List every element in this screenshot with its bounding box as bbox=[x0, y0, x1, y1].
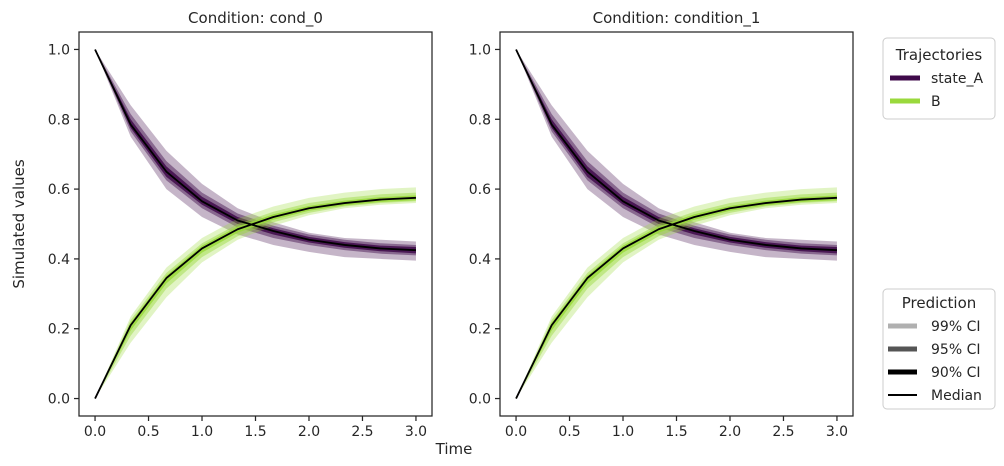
x-tick-label: 1.0 bbox=[191, 424, 213, 440]
x-tick-label: 0.5 bbox=[137, 424, 159, 440]
x-tick-label: 2.0 bbox=[719, 424, 741, 440]
y-tick-label: 1.0 bbox=[48, 42, 70, 58]
x-tick-label: 1.5 bbox=[244, 424, 266, 440]
y-tick-label: 0.4 bbox=[469, 252, 491, 268]
median-line-b bbox=[94, 196, 416, 399]
x-tick-label: 0.0 bbox=[84, 424, 106, 440]
band-ci99-state-a bbox=[516, 49, 837, 261]
x-tick-label: 0.0 bbox=[505, 424, 527, 440]
y-tick-label: 0.2 bbox=[469, 322, 491, 338]
y-tick-label: 0.0 bbox=[48, 392, 70, 408]
x-tick-label: 1.5 bbox=[665, 424, 687, 440]
x-tick-label: 1.0 bbox=[612, 424, 634, 440]
legend-label-b: B bbox=[931, 94, 941, 110]
legend-label-median: Median bbox=[931, 388, 982, 404]
band-ci99-b bbox=[95, 187, 416, 399]
x-tick-label: 3.0 bbox=[826, 424, 848, 440]
x-tick-label: 2.5 bbox=[351, 424, 373, 440]
plot-area bbox=[94, 49, 416, 399]
legend-trajectories: Trajectories state_A B bbox=[882, 37, 996, 120]
x-tick-label: 0.5 bbox=[558, 424, 580, 440]
panel-title: Condition: cond_0 bbox=[188, 9, 323, 28]
x-tick-label: 2.0 bbox=[298, 424, 320, 440]
legend-title: Trajectories bbox=[895, 46, 983, 64]
median-line-state-a bbox=[515, 49, 837, 252]
legend-label-ci99: 99% CI bbox=[931, 319, 980, 335]
panel-0: Condition: cond_0 0.0 0.5 1.0 1.5 2.0 2.5 3.0 0.… bbox=[48, 9, 433, 440]
band-ci95-state-a bbox=[516, 49, 837, 256]
plot-area bbox=[515, 49, 837, 399]
y-tick-label: 0.8 bbox=[469, 112, 491, 128]
x-tick-label: 3.0 bbox=[405, 424, 427, 440]
band-ci99-b bbox=[516, 187, 837, 399]
y-tick-label: 0.0 bbox=[469, 392, 491, 408]
panel-title: Condition: condition_1 bbox=[593, 9, 761, 28]
y-axis-label: Simulated values bbox=[10, 159, 28, 289]
legend-title: Prediction bbox=[902, 294, 977, 312]
median-line-state-a bbox=[94, 49, 416, 252]
panels: Condition: cond_0 0.0 0.5 1.0 1.5 2.0 2.5 3.0 0.… bbox=[48, 9, 854, 440]
band-ci99-state-a bbox=[95, 49, 416, 261]
y-tick-label: 1.0 bbox=[469, 42, 491, 58]
y-tick-label: 0.4 bbox=[48, 252, 70, 268]
y-tick-label: 0.2 bbox=[48, 322, 70, 338]
x-tick-label: 2.5 bbox=[772, 424, 794, 440]
median-line-b bbox=[515, 196, 837, 399]
legend-label-state-a: state_A bbox=[931, 71, 983, 87]
band-ci95-b bbox=[95, 192, 416, 399]
legend-label-ci90: 90% CI bbox=[931, 365, 980, 381]
panel-1: Condition: condition_1 0.0 0.5 1.0 1.5 2.0 2.5… bbox=[469, 9, 854, 440]
legend-prediction: Prediction 99% CI 95% CI 90% CI Median bbox=[882, 288, 996, 410]
band-ci95-state-a bbox=[95, 49, 416, 256]
band-ci95-b bbox=[516, 192, 837, 399]
x-axis-label: Time bbox=[435, 440, 473, 458]
y-tick-label: 0.6 bbox=[469, 182, 491, 198]
y-tick-label: 0.8 bbox=[48, 112, 70, 128]
y-tick-label: 0.6 bbox=[48, 182, 70, 198]
legend-frame bbox=[882, 288, 996, 410]
legend-label-ci95: 95% CI bbox=[931, 342, 980, 358]
